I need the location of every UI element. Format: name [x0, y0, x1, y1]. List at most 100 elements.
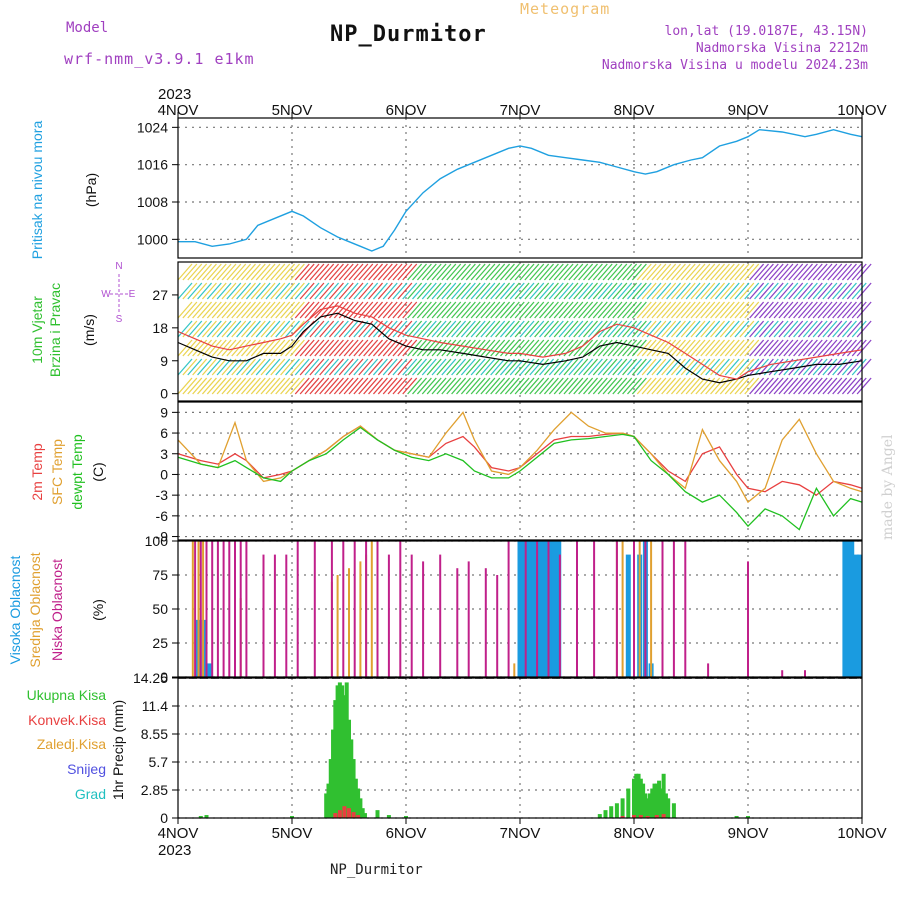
wind-barb	[412, 282, 428, 300]
wind-barb	[182, 282, 198, 300]
low-cloud-bar	[199, 541, 202, 677]
low-cloud-bar	[536, 541, 539, 677]
convective-rain-bar	[351, 812, 356, 818]
wind-barb	[602, 282, 618, 300]
wind-barb	[783, 282, 799, 300]
wind-barb	[729, 263, 745, 281]
wind-barb	[495, 263, 511, 281]
wind-barb	[680, 320, 696, 338]
wind-barb	[328, 377, 344, 395]
wind-barb	[216, 282, 232, 300]
wind-barb	[617, 263, 633, 281]
wind-barb	[236, 358, 252, 376]
total-rain-bar	[349, 739, 354, 818]
wind-barb	[197, 339, 213, 357]
wind-barb	[719, 282, 735, 300]
wind-barb	[495, 282, 511, 300]
wind-barb	[255, 358, 271, 376]
wind-barb	[617, 282, 633, 300]
wind-barb	[807, 339, 823, 357]
wind-barb	[636, 358, 652, 376]
high-cloud-bar	[551, 541, 557, 677]
wind-barb	[514, 263, 530, 281]
wind-barb	[778, 263, 794, 281]
wind-barb	[514, 320, 530, 338]
y-tick-label: 50	[152, 601, 168, 617]
wind-barb	[793, 339, 809, 357]
model-label: Model	[66, 20, 109, 36]
model-altitude-info: Nadmorska Visina u modelu 2024.23m	[601, 58, 868, 73]
wind-barb	[363, 339, 379, 357]
wind-barb	[255, 320, 271, 338]
wind-barb	[661, 263, 677, 281]
wind-barb	[519, 263, 535, 281]
wind-barb	[626, 263, 642, 281]
wind-barb	[617, 377, 633, 395]
wind-barb	[343, 282, 359, 300]
wind-barb	[553, 263, 569, 281]
wind-barb	[807, 377, 823, 395]
wind-barb	[710, 339, 726, 357]
wind-barb	[280, 263, 296, 281]
total-rain-bar	[663, 793, 668, 818]
wind-barb	[773, 301, 789, 319]
mid-cloud-bar	[621, 541, 624, 677]
wind-barb	[304, 320, 320, 338]
wind-barb	[343, 339, 359, 357]
wind-barb	[495, 320, 511, 338]
wind-barb	[314, 377, 330, 395]
wind-barb	[729, 320, 745, 338]
wind-barb	[651, 358, 667, 376]
wind-barb	[460, 358, 476, 376]
wind-barb	[837, 301, 853, 319]
wind-barb	[578, 339, 594, 357]
total-rain-bar	[356, 788, 361, 818]
wind-barb	[602, 377, 618, 395]
wind-barb	[441, 282, 457, 300]
wind-barb	[358, 301, 374, 319]
wind-barb	[846, 320, 862, 338]
wind-barb	[441, 377, 457, 395]
y-tick-label: 100	[145, 533, 169, 549]
wind-barb	[372, 377, 388, 395]
wind-barb	[353, 320, 369, 338]
total-rain-bar	[603, 810, 608, 818]
wind-barb	[441, 320, 457, 338]
wind-barb	[328, 358, 344, 376]
wind-barb	[304, 339, 320, 357]
wind-barb	[670, 339, 686, 357]
sfc-temp-ylabel: SFC Temp	[49, 439, 65, 505]
convective-rain-bar	[620, 816, 625, 818]
wind-barb	[548, 339, 564, 357]
temp-unit: (C)	[90, 462, 106, 481]
wind-barb	[519, 377, 535, 395]
wind-barb	[201, 263, 217, 281]
wind-barb	[758, 301, 774, 319]
low-cloud-bar	[296, 541, 299, 677]
wind-barb	[583, 301, 599, 319]
temp-ylabel: 2m Temp	[29, 443, 45, 501]
mid-cloud-bar	[197, 541, 200, 677]
mid-cloud-bar	[370, 541, 373, 677]
wind-barb	[768, 320, 784, 338]
total-rain-bar	[360, 808, 365, 818]
wind-barb	[827, 282, 843, 300]
wind-barb	[797, 377, 813, 395]
wind-barb	[201, 320, 217, 338]
wind-barb	[563, 358, 579, 376]
wind-barb	[470, 320, 486, 338]
wind-barb	[529, 263, 545, 281]
wind-barb	[710, 377, 726, 395]
convective-rain-bar	[333, 813, 338, 818]
top-time-label: 8NOV	[614, 102, 655, 119]
wind-barb	[446, 282, 462, 300]
wind-barb	[695, 301, 711, 319]
wind-barb	[763, 320, 779, 338]
wind-barb	[372, 282, 388, 300]
wind-ylabel: 10m Vjetar	[29, 296, 45, 364]
bottom-time-label: 10NOV	[837, 825, 886, 842]
wind-barb	[470, 377, 486, 395]
wind-barb	[851, 377, 867, 395]
total-rain-bar	[734, 816, 739, 818]
wind-barb	[206, 263, 222, 281]
